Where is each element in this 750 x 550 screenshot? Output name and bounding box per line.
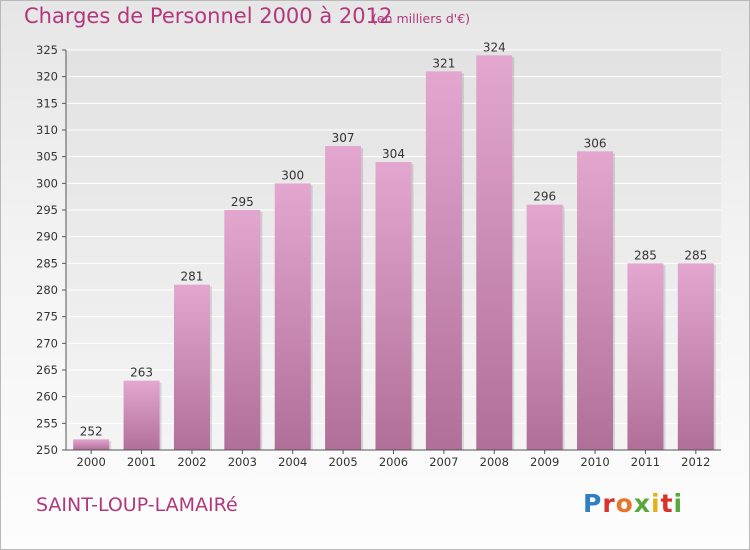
y-tick-label: 305 bbox=[36, 150, 58, 164]
y-tick-label: 250 bbox=[36, 443, 58, 457]
bar-2007 bbox=[425, 71, 462, 450]
bar-2001 bbox=[123, 380, 160, 450]
bar-value-label: 295 bbox=[231, 195, 254, 209]
chart-unit: (en milliers d'€) bbox=[372, 11, 471, 26]
y-tick-label: 310 bbox=[36, 123, 58, 137]
bar-2010 bbox=[577, 151, 614, 451]
bar-value-label: 300 bbox=[281, 168, 304, 182]
bar-value-label: 281 bbox=[181, 270, 204, 284]
bars-layer: 252 263 281 295 300 307 304 321 324 296 306 285 285 bbox=[73, 40, 716, 451]
bar-value-label: 306 bbox=[584, 136, 607, 150]
x-tick-label: 2004 bbox=[278, 455, 307, 469]
x-tick-label: 2008 bbox=[480, 455, 509, 469]
proxiti-logo: Proxiti bbox=[583, 489, 683, 518]
y-tick-label: 290 bbox=[36, 230, 58, 244]
y-tick-label: 320 bbox=[36, 70, 58, 84]
bar-2008 bbox=[476, 55, 513, 450]
bar-value-label: 252 bbox=[80, 424, 103, 438]
logo-letter: i bbox=[673, 489, 684, 518]
y-tick-label: 270 bbox=[36, 336, 58, 350]
x-tick-label: 2006 bbox=[379, 455, 408, 469]
chart-title: Charges de Personnel 2000 à 2012 bbox=[24, 4, 393, 28]
y-tick-label: 265 bbox=[36, 363, 58, 377]
y-tick-label: 325 bbox=[36, 43, 58, 57]
bar-value-label: 307 bbox=[332, 131, 355, 145]
y-tick-label: 255 bbox=[36, 416, 58, 430]
bar-2004 bbox=[274, 183, 311, 451]
x-tick-label: 2010 bbox=[580, 455, 609, 469]
x-tick-label: 2012 bbox=[681, 455, 710, 469]
x-tick-label: 2005 bbox=[328, 455, 357, 469]
logo-letter: r bbox=[602, 489, 616, 518]
logo-letter: o bbox=[615, 489, 634, 518]
bar-2000 bbox=[73, 439, 110, 450]
y-tick-label: 285 bbox=[36, 256, 58, 270]
x-tick-label: 2002 bbox=[177, 455, 206, 469]
bar-2006 bbox=[375, 162, 412, 450]
bar-2012 bbox=[677, 263, 714, 450]
bar-2003 bbox=[224, 210, 261, 450]
y-tick-label: 300 bbox=[36, 176, 58, 190]
x-tick-label: 2007 bbox=[429, 455, 458, 469]
commune-name: SAINT-LOUP-LAMAIRé bbox=[36, 494, 238, 516]
bar-value-label: 285 bbox=[634, 248, 657, 262]
x-tick-label: 2000 bbox=[77, 455, 106, 469]
logo-letter: i bbox=[651, 489, 661, 518]
y-tick-label: 260 bbox=[36, 390, 58, 404]
bar-value-label: 324 bbox=[483, 40, 506, 54]
bar-value-label: 263 bbox=[130, 366, 153, 380]
bar-value-label: 285 bbox=[684, 248, 707, 262]
y-tick-label: 275 bbox=[36, 310, 58, 324]
axis-layer: 250 255 260 265 270 275 280 285 290 295 300 305 310 3… bbox=[36, 43, 721, 469]
y-tick-label: 295 bbox=[36, 203, 58, 217]
logo-letter: x bbox=[633, 489, 651, 518]
y-tick-label: 315 bbox=[36, 96, 58, 110]
bar-2005 bbox=[325, 146, 362, 450]
bar-value-label: 296 bbox=[533, 190, 556, 204]
bar-value-label: 321 bbox=[432, 56, 455, 70]
logo-letter: P bbox=[583, 489, 603, 518]
bar-2002 bbox=[173, 284, 210, 450]
y-tick-label: 280 bbox=[36, 283, 58, 297]
bar-value-label: 304 bbox=[382, 147, 405, 161]
x-tick-label: 2009 bbox=[530, 455, 559, 469]
x-tick-label: 2003 bbox=[228, 455, 257, 469]
bar-2011 bbox=[627, 263, 664, 450]
x-tick-label: 2011 bbox=[631, 455, 660, 469]
x-tick-label: 2001 bbox=[127, 455, 156, 469]
logo-letter: t bbox=[660, 489, 674, 518]
bar-2009 bbox=[526, 204, 563, 450]
